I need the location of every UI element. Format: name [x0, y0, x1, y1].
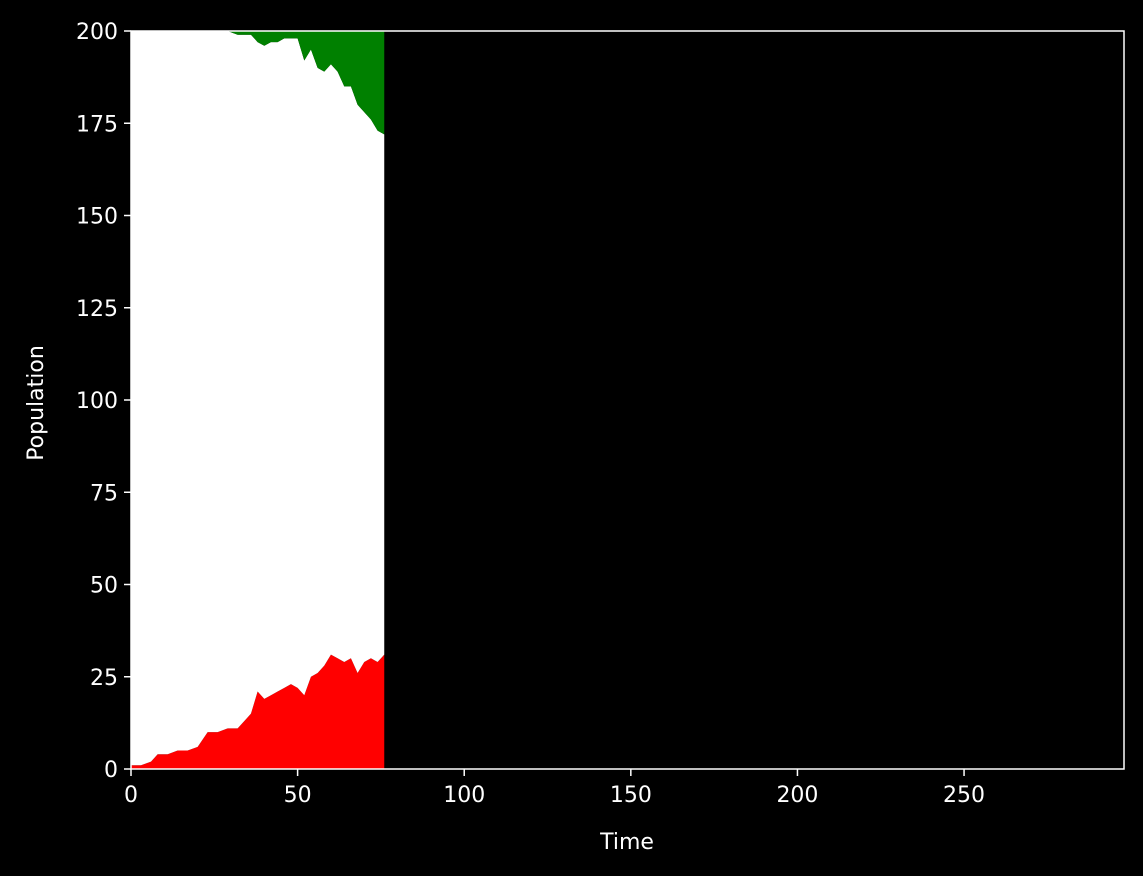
y-tick-label: 125	[76, 297, 118, 322]
y-axis-label: Population	[24, 345, 49, 461]
x-tick-label: 200	[776, 783, 818, 808]
y-tick-label: 50	[90, 574, 118, 599]
x-axis-ticks: 0 50 100 150 200 250	[124, 769, 985, 808]
area-series-group	[131, 31, 385, 769]
y-tick-label: 150	[76, 205, 118, 230]
x-tick-label: 100	[443, 783, 485, 808]
x-tick-label: 0	[124, 783, 138, 808]
x-tick-label: 50	[284, 783, 312, 808]
y-tick-label: 175	[76, 112, 118, 137]
x-axis-label: Time	[599, 830, 654, 855]
y-tick-label: 25	[90, 666, 118, 691]
y-tick-label: 75	[90, 481, 118, 506]
y-tick-label: 0	[104, 758, 118, 783]
y-tick-label: 200	[76, 20, 118, 45]
area-series-0	[131, 654, 385, 769]
area-series-1	[131, 31, 385, 766]
y-axis-ticks: 0 25 50 75 100 125 150 175 200	[76, 20, 131, 783]
y-tick-label: 100	[76, 389, 118, 414]
x-tick-label: 250	[943, 783, 985, 808]
area-series-2	[131, 31, 385, 135]
x-tick-label: 150	[610, 783, 652, 808]
